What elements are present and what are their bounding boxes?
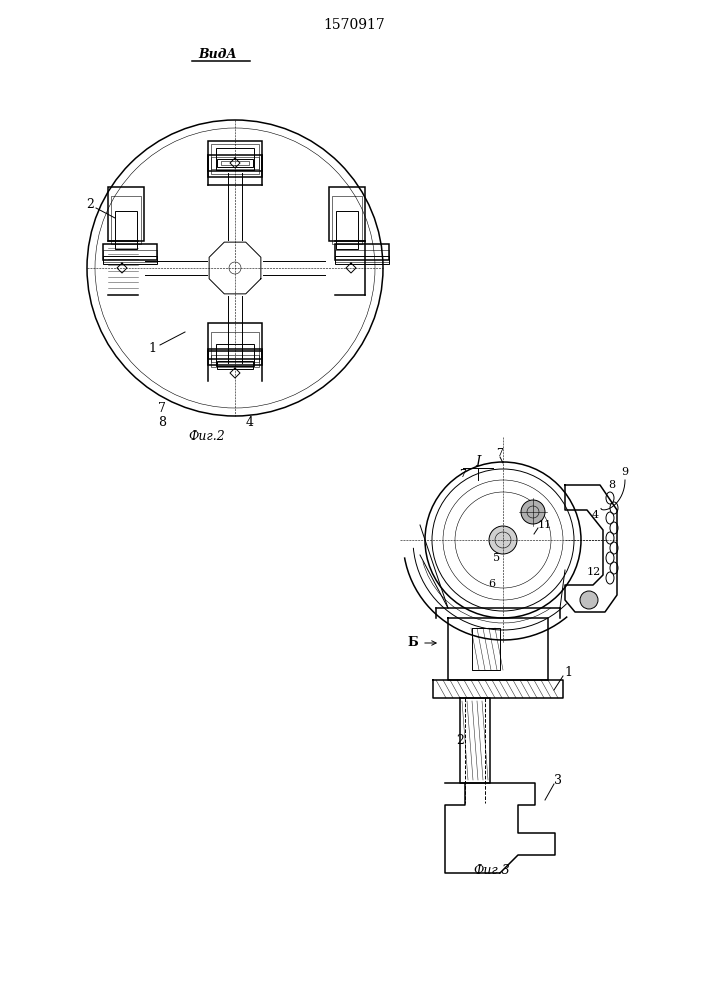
Text: ВидА: ВидА [199, 48, 238, 62]
Bar [335, 244, 389, 260]
Text: 7: 7 [460, 469, 467, 479]
Text: 1: 1 [148, 342, 156, 355]
Bar [329, 187, 365, 241]
Bar [103, 250, 157, 262]
Bar [216, 148, 254, 170]
Bar [211, 332, 259, 362]
Bar [115, 211, 137, 249]
Bar [332, 196, 362, 244]
Text: 4: 4 [246, 416, 254, 428]
Text: 2: 2 [456, 734, 464, 746]
Text: 12: 12 [587, 567, 601, 577]
Text: 2: 2 [86, 198, 94, 212]
Text: Б: Б [408, 637, 419, 650]
Bar [216, 344, 254, 366]
Bar [103, 256, 157, 264]
Bar [211, 157, 259, 169]
Bar [208, 349, 262, 365]
Text: 5: 5 [493, 553, 500, 563]
Text: 3: 3 [554, 774, 562, 786]
Bar [108, 187, 144, 241]
Bar [208, 155, 262, 171]
Text: 7: 7 [158, 401, 166, 414]
Text: 6: 6 [489, 579, 496, 589]
Text: 4: 4 [592, 510, 599, 520]
Bar [336, 211, 358, 249]
Bar [221, 161, 249, 165]
Circle shape [580, 591, 598, 609]
Text: I: I [475, 455, 481, 469]
Text: Фиг.2: Фиг.2 [189, 430, 226, 442]
Circle shape [521, 500, 545, 524]
Bar [217, 361, 253, 369]
Bar [211, 355, 259, 367]
Bar [208, 323, 262, 359]
Bar [211, 144, 259, 174]
Text: 7: 7 [496, 448, 503, 458]
Text: 11: 11 [538, 520, 552, 530]
Bar [217, 159, 253, 167]
Text: 1: 1 [564, 666, 572, 678]
Bar [335, 256, 389, 264]
Text: 8: 8 [158, 416, 166, 428]
Bar [208, 141, 262, 177]
Text: 9: 9 [621, 467, 629, 477]
Text: Фиг.3: Фиг.3 [474, 863, 510, 876]
Bar [111, 196, 141, 244]
Text: 8: 8 [609, 480, 616, 490]
Text: 1570917: 1570917 [323, 18, 385, 32]
Bar [103, 244, 157, 260]
Bar [335, 250, 389, 262]
Circle shape [489, 526, 517, 554]
